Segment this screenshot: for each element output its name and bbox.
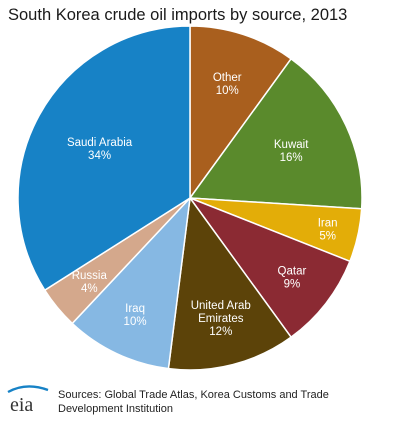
- slice-label-kuwait: Kuwait 16%: [274, 139, 309, 164]
- slice-label-iran: Iran 5%: [318, 217, 338, 242]
- slice-label-saudi-arabia: Saudi Arabia 34%: [67, 137, 133, 162]
- chart-title: South Korea crude oil imports by source,…: [8, 6, 348, 24]
- pie-slice-iraq: [71, 195, 192, 370]
- slice-label-iraq: Iraq 10%: [124, 303, 147, 328]
- pie-chart: Other 10% Kuwait 16% Iran 5% Qatar 9% United Ara…: [17, 25, 363, 371]
- pie-slice-other: [189, 25, 293, 201]
- slice-label-united-arab-emirates: United Arab Emirates 12%: [191, 300, 251, 338]
- slice-label-qatar: Qatar 9%: [278, 266, 307, 291]
- slice-label-other: Other 10%: [213, 72, 242, 97]
- pie-slice-saudi-arabia: [17, 25, 191, 292]
- footer: eia Sources: Global Trade Atlas, Korea C…: [6, 384, 396, 418]
- pie-slice-qatar: [187, 196, 351, 339]
- slice-label-russia: Russia 4%: [72, 270, 108, 295]
- eia-logo: eia: [7, 385, 49, 416]
- pie-slice-united-arab-emirates: [167, 196, 293, 371]
- eia-logo-text: eia: [10, 394, 33, 416]
- sources-note: Sources: Global Trade Atlas, Korea Custo…: [58, 389, 329, 415]
- pie-slice-kuwait: [188, 57, 363, 210]
